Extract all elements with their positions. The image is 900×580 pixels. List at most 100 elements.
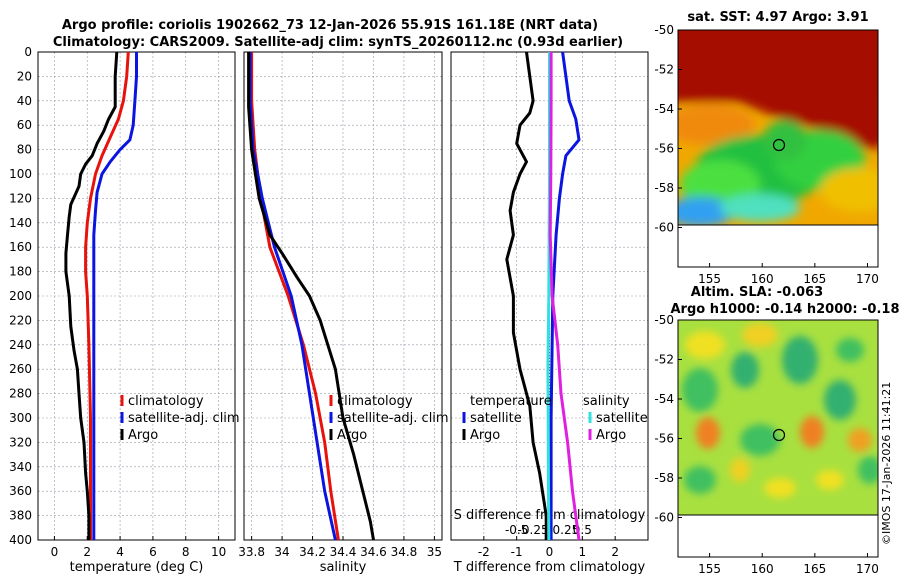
legend-label: satellite — [470, 411, 522, 426]
sla-map-title-1: Altim. SLA: -0.063 — [691, 285, 823, 300]
s-tick-label: -0.5 — [505, 523, 528, 537]
y-tick-label: 80 — [17, 143, 32, 157]
legend-label: climatology — [128, 394, 204, 409]
x-tick-label: 34.2 — [299, 545, 326, 559]
y-tick-label: 380 — [9, 509, 32, 523]
y-tick-label: 0 — [24, 45, 32, 59]
diff-series-4 — [548, 52, 581, 541]
sst-argo-marker — [772, 138, 786, 152]
temp-series-3 — [64, 51, 119, 540]
x-tick-label: 2 — [611, 545, 619, 559]
x-axis-label: temperature (deg C) — [70, 560, 204, 575]
y-tick-label: 280 — [9, 387, 32, 401]
map-y-tick-label: -50 — [654, 313, 674, 327]
map-y-tick-label: -60 — [654, 511, 674, 525]
y-tick-label: 200 — [9, 289, 32, 303]
sst-map-title: sat. SST: 4.97 Argo: 3.91 — [687, 10, 868, 25]
y-tick-label: 40 — [17, 94, 32, 108]
map-x-tick-label: 170 — [856, 272, 879, 286]
map-x-tick-label: 155 — [698, 562, 721, 576]
y-tick-label: 260 — [9, 362, 32, 376]
map-x-tick-label: 165 — [803, 272, 826, 286]
legend-label: Argo — [128, 428, 158, 443]
y-tick-label: 240 — [9, 338, 32, 352]
map-x-tick-label: 155 — [698, 272, 721, 286]
y-tick-label: 100 — [9, 167, 32, 181]
x-tick-label: 33.8 — [238, 545, 265, 559]
s-tick-label: 0.25 — [553, 523, 580, 537]
x-tick-label: 1 — [579, 545, 587, 559]
map-y-tick-label: -58 — [654, 471, 674, 485]
x-tick-label: 6 — [149, 545, 157, 559]
diff-series-3 — [546, 52, 551, 541]
map-x-tick-label: 160 — [751, 562, 774, 576]
y-tick-label: 360 — [9, 484, 32, 498]
legend-label: climatology — [337, 394, 413, 409]
map-x-tick-label: 160 — [751, 272, 774, 286]
x-tick-label: 2 — [83, 545, 91, 559]
sla-heatmap — [678, 320, 878, 515]
temp-series-2 — [92, 52, 138, 540]
legend-label: satellite — [596, 411, 648, 426]
y-tick-label: 120 — [9, 191, 32, 205]
sla-map-title-2: Argo h1000: -0.14 h2000: -0.18 — [670, 302, 899, 317]
sal-series-1 — [250, 52, 340, 541]
diff-series-2 — [505, 51, 548, 540]
legend-label: satellite-adj. clim — [128, 411, 240, 426]
temp-series-1 — [84, 51, 130, 540]
y-tick-label: 400 — [9, 533, 32, 547]
x-tick-label: -2 — [478, 545, 490, 559]
legend-label: Argo — [470, 428, 500, 443]
y-tick-label: 300 — [9, 411, 32, 425]
legend-label: Argo — [337, 428, 367, 443]
y-tick-label: 140 — [9, 216, 32, 230]
sst-map-panel: sat. SST: 4.97 Argo: 3.91 -50 -52 -54 -56 -5… — [654, 10, 879, 286]
x-tick-label: -1 — [511, 545, 523, 559]
y-tick-label: 320 — [9, 435, 32, 449]
x-axis-label: T difference from climatology — [453, 560, 646, 575]
y-tick-label: 20 — [17, 69, 32, 83]
map-y-tick-label: -54 — [654, 392, 674, 406]
map-y-tick-label: -50 — [654, 23, 674, 37]
sst-heatmap — [678, 30, 878, 225]
legend-title-temperature: temperature — [470, 394, 552, 409]
x-tick-label: 8 — [182, 545, 190, 559]
legend-label: satellite-adj. clim — [337, 411, 449, 426]
legend-label: Argo — [596, 428, 626, 443]
salinity-panel: 33.8 34 34.2 34.4 34.6 34.8 35 salinity climatol… — [238, 51, 449, 575]
map-y-tick-label: -56 — [654, 142, 674, 156]
sal-series-2 — [248, 52, 337, 541]
sal-series-3 — [247, 52, 375, 541]
x-tick-label: 10 — [211, 545, 226, 559]
y-tick-label: 160 — [9, 240, 32, 254]
legend-title-salinity: salinity — [583, 394, 630, 409]
temperature-panel: 0 2 4 6 8 10020406080100120140160180200220240… — [9, 45, 240, 575]
map-y-tick-label: -52 — [654, 353, 674, 367]
copyright-label: ©IMOS 17-Jan-2026 11:41:21 — [880, 382, 893, 545]
x-axis-label: salinity — [320, 560, 367, 575]
map-x-tick-label: 165 — [803, 562, 826, 576]
map-x-tick-label: 170 — [856, 562, 879, 576]
y-tick-label: 60 — [17, 118, 32, 132]
x-tick-label: 0 — [51, 545, 59, 559]
title-line-2: Climatology: CARS2009. Satellite-adj cli… — [53, 35, 623, 50]
y-tick-label: 180 — [9, 265, 32, 279]
x-tick-label: 35 — [427, 545, 442, 559]
map-y-tick-label: -52 — [654, 63, 674, 77]
plot-frame — [243, 51, 443, 541]
x-tick-label: 4 — [116, 545, 124, 559]
x-tick-label: 34 — [274, 545, 289, 559]
x-tick-label: 0 — [546, 545, 554, 559]
y-tick-label: 340 — [9, 460, 32, 474]
title-line-1: Argo profile: coriolis 1902662_73 12-Jan… — [62, 18, 598, 33]
sla-argo-marker — [772, 428, 786, 442]
map-y-tick-label: -60 — [654, 221, 674, 235]
map-y-tick-label: -58 — [654, 181, 674, 195]
sla-map-panel: Altim. SLA: -0.063 Argo h1000: -0.14 h20… — [654, 285, 899, 576]
x-tick-label: 34.8 — [391, 545, 418, 559]
map-y-tick-label: -54 — [654, 102, 674, 116]
x-tick-label: 34.6 — [360, 545, 387, 559]
y-tick-label: 220 — [9, 313, 32, 327]
